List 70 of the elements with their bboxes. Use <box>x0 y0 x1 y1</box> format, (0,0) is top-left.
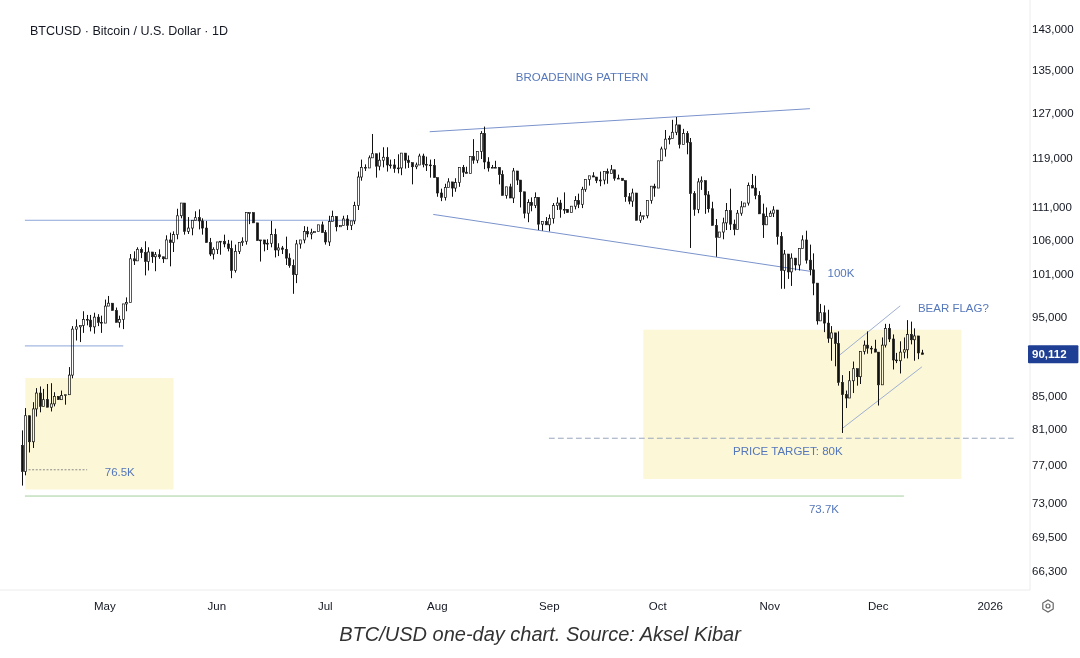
y-tick-label: 111,000 <box>1032 201 1072 214</box>
candlestick <box>458 167 461 188</box>
candlestick <box>411 162 414 185</box>
annotation: BEAR FLAG? <box>917 302 989 315</box>
candlestick <box>913 327 916 362</box>
y-tick-label: 66,300 <box>1032 564 1068 577</box>
y-tick-label: 143,000 <box>1032 22 1074 35</box>
y-tick-label: 119,000 <box>1032 152 1073 165</box>
candlestick <box>169 232 172 267</box>
x-tick-label: Sep <box>539 600 560 612</box>
y-tick-label: 73,000 <box>1032 496 1068 509</box>
x-tick-label: Jun <box>207 600 227 612</box>
annotation: BROADENING PATTERN <box>515 71 649 83</box>
y-tick-label: 127,000 <box>1032 106 1074 119</box>
candlestick <box>559 199 562 219</box>
annotation: PRICE TARGET: 80K <box>733 445 843 458</box>
candlestick <box>407 154 410 169</box>
text: BTCUSD · Bitcoin / U.S. Dollar · 1D <box>30 24 228 38</box>
candlestick <box>765 206 768 226</box>
y-tick-label: 90,112 <box>1032 348 1067 361</box>
y-tick-label: 85,000 <box>1032 389 1068 402</box>
candlestick <box>429 159 432 179</box>
candlestick <box>830 325 833 362</box>
text: BTC/USD one-day chart. Source: Aksel Kibar <box>339 623 743 645</box>
candlestick <box>613 169 616 182</box>
candlestick <box>82 310 85 334</box>
candlestick <box>154 251 157 272</box>
x-tick-label: May <box>93 600 116 612</box>
candlestick <box>491 164 494 169</box>
candlestick <box>899 340 902 374</box>
annotation: 100K <box>827 267 855 280</box>
y-tick-label: 106,000 <box>1032 233 1074 246</box>
annotation: 76.5K <box>104 465 136 478</box>
candlestick <box>588 175 591 187</box>
y-tick-label: 101,000 <box>1032 267 1074 280</box>
candlestick <box>245 212 248 246</box>
x-tick-label: Oct <box>648 600 668 612</box>
y-tick-label: 135,000 <box>1032 63 1074 76</box>
y-tick-label: 77,000 <box>1032 459 1068 472</box>
candlestick <box>563 191 566 215</box>
candlestick <box>729 188 732 231</box>
candlestick <box>624 180 627 203</box>
candlestick <box>382 146 385 168</box>
x-tick-label: Jul <box>317 600 333 612</box>
candlestick <box>480 130 483 160</box>
y-tick-label: 69,500 <box>1032 531 1068 544</box>
y-tick-label: 95,000 <box>1032 311 1068 324</box>
candlestick <box>144 240 147 276</box>
annotation: 73.7K <box>808 503 840 516</box>
candlestick <box>46 383 49 408</box>
candlestick <box>906 319 909 359</box>
candlestick <box>158 248 161 260</box>
candlestick <box>393 158 396 174</box>
candlestick <box>368 154 371 169</box>
candlestick <box>530 196 533 212</box>
x-tick-label: Nov <box>759 600 781 612</box>
candlestick <box>285 236 288 266</box>
candlestick <box>501 169 504 196</box>
x-tick-label: Dec <box>867 600 889 612</box>
candlestick <box>39 385 42 413</box>
candlestick <box>404 152 407 170</box>
candlestick <box>595 176 598 184</box>
candlestick <box>635 192 638 221</box>
x-tick-label: Aug <box>427 600 448 612</box>
x-tick-label: 2026 <box>977 600 1004 612</box>
candlestick <box>42 388 45 407</box>
y-tick-label: 81,000 <box>1032 423 1068 436</box>
candlestick <box>317 224 320 232</box>
candlestick <box>140 246 143 259</box>
candlestick <box>136 246 139 262</box>
